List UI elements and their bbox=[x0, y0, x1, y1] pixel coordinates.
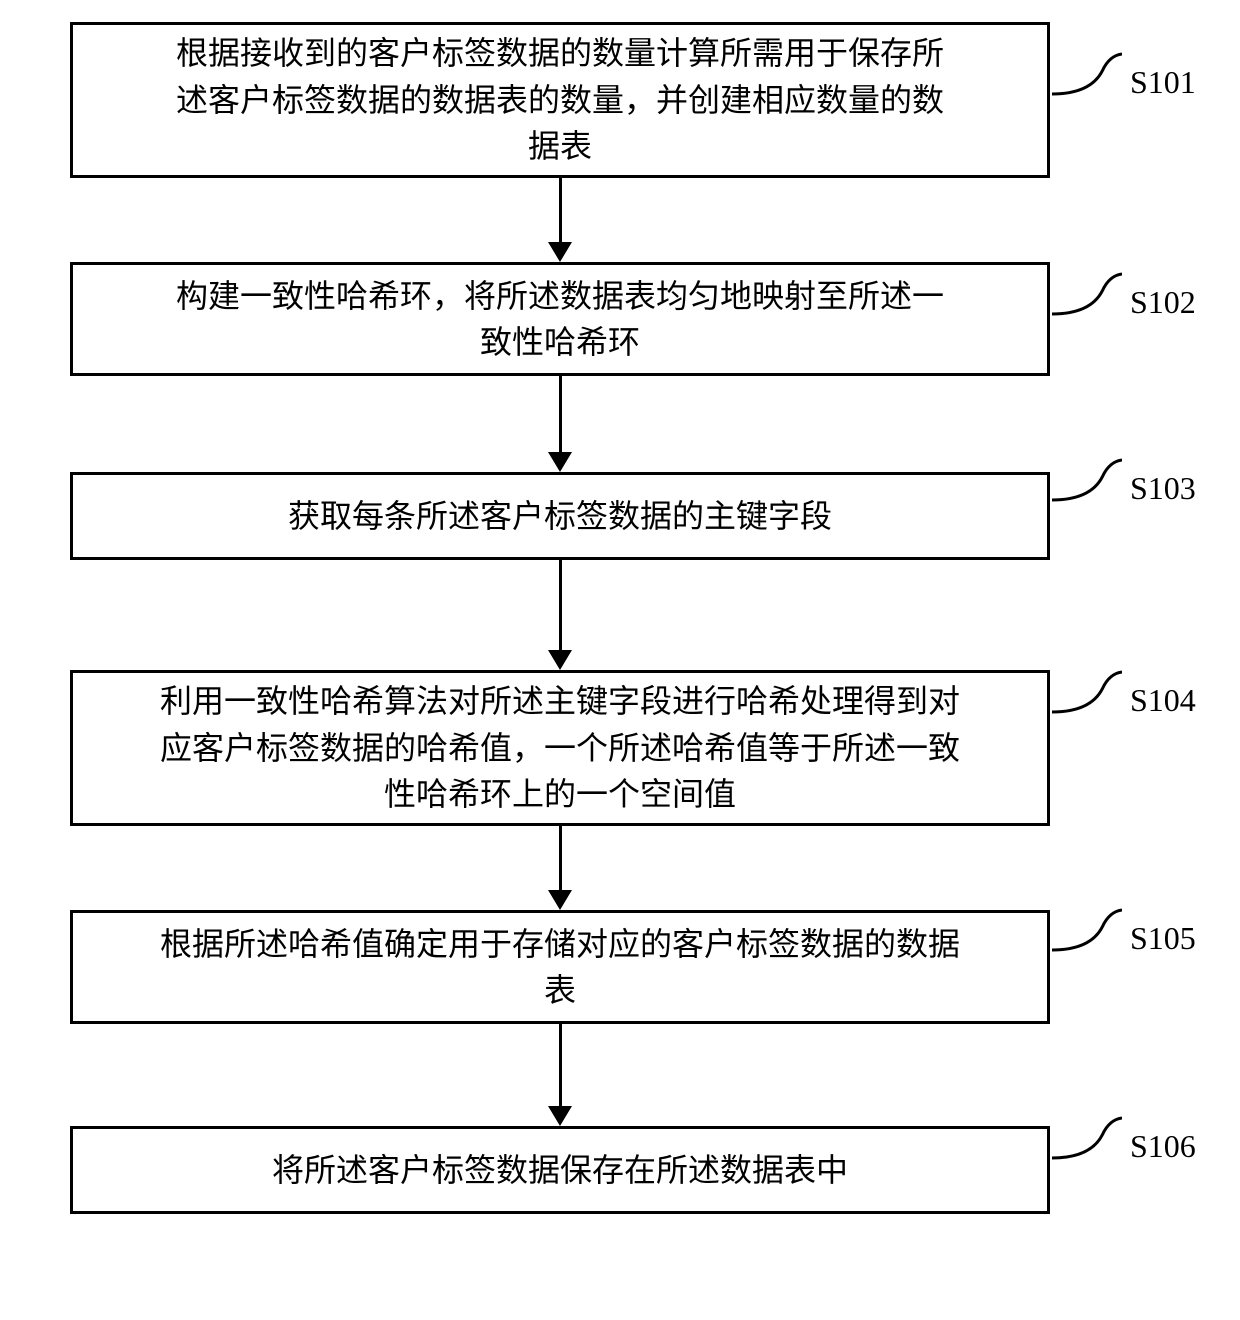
arrow-head-2 bbox=[548, 452, 572, 472]
arrow-shaft-1 bbox=[559, 178, 562, 242]
step-label-s102: S102 bbox=[1130, 284, 1196, 321]
arrow-shaft-2 bbox=[559, 376, 562, 452]
label-connector-s105 bbox=[1052, 906, 1122, 952]
step-box-s105: 根据所述哈希值确定用于存储对应的客户标签数据的数据 表 bbox=[70, 910, 1050, 1024]
arrow-head-3 bbox=[548, 650, 572, 670]
arrow-shaft-3 bbox=[559, 560, 562, 650]
step-text: 将所述客户标签数据保存在所述数据表中 bbox=[272, 1147, 848, 1193]
arrow-head-1 bbox=[548, 242, 572, 262]
step-text: 根据所述哈希值确定用于存储对应的客户标签数据的数据 表 bbox=[160, 921, 960, 1014]
step-label-s103: S103 bbox=[1130, 470, 1196, 507]
arrow-head-5 bbox=[548, 1106, 572, 1126]
arrow-shaft-4 bbox=[559, 826, 562, 890]
step-label-s101: S101 bbox=[1130, 64, 1196, 101]
label-connector-s104 bbox=[1052, 668, 1122, 714]
step-text: 获取每条所述客户标签数据的主键字段 bbox=[288, 493, 832, 539]
step-label-s104: S104 bbox=[1130, 682, 1196, 719]
step-text: 利用一致性哈希算法对所述主键字段进行哈希处理得到对 应客户标签数据的哈希值，一个… bbox=[160, 678, 960, 817]
label-connector-s102 bbox=[1052, 270, 1122, 316]
arrow-head-4 bbox=[548, 890, 572, 910]
flowchart-canvas: 根据接收到的客户标签数据的数量计算所需用于保存所 述客户标签数据的数据表的数量，… bbox=[0, 0, 1240, 1320]
step-label-s105: S105 bbox=[1130, 920, 1196, 957]
label-connector-s101 bbox=[1052, 50, 1122, 96]
step-text: 根据接收到的客户标签数据的数量计算所需用于保存所 述客户标签数据的数据表的数量，… bbox=[176, 30, 944, 169]
label-connector-s106 bbox=[1052, 1114, 1122, 1160]
step-box-s104: 利用一致性哈希算法对所述主键字段进行哈希处理得到对 应客户标签数据的哈希值，一个… bbox=[70, 670, 1050, 826]
step-box-s102: 构建一致性哈希环，将所述数据表均匀地映射至所述一 致性哈希环 bbox=[70, 262, 1050, 376]
arrow-shaft-5 bbox=[559, 1024, 562, 1106]
step-label-s106: S106 bbox=[1130, 1128, 1196, 1165]
step-text: 构建一致性哈希环，将所述数据表均匀地映射至所述一 致性哈希环 bbox=[176, 273, 944, 366]
label-connector-s103 bbox=[1052, 456, 1122, 502]
step-box-s101: 根据接收到的客户标签数据的数量计算所需用于保存所 述客户标签数据的数据表的数量，… bbox=[70, 22, 1050, 178]
step-box-s106: 将所述客户标签数据保存在所述数据表中 bbox=[70, 1126, 1050, 1214]
step-box-s103: 获取每条所述客户标签数据的主键字段 bbox=[70, 472, 1050, 560]
